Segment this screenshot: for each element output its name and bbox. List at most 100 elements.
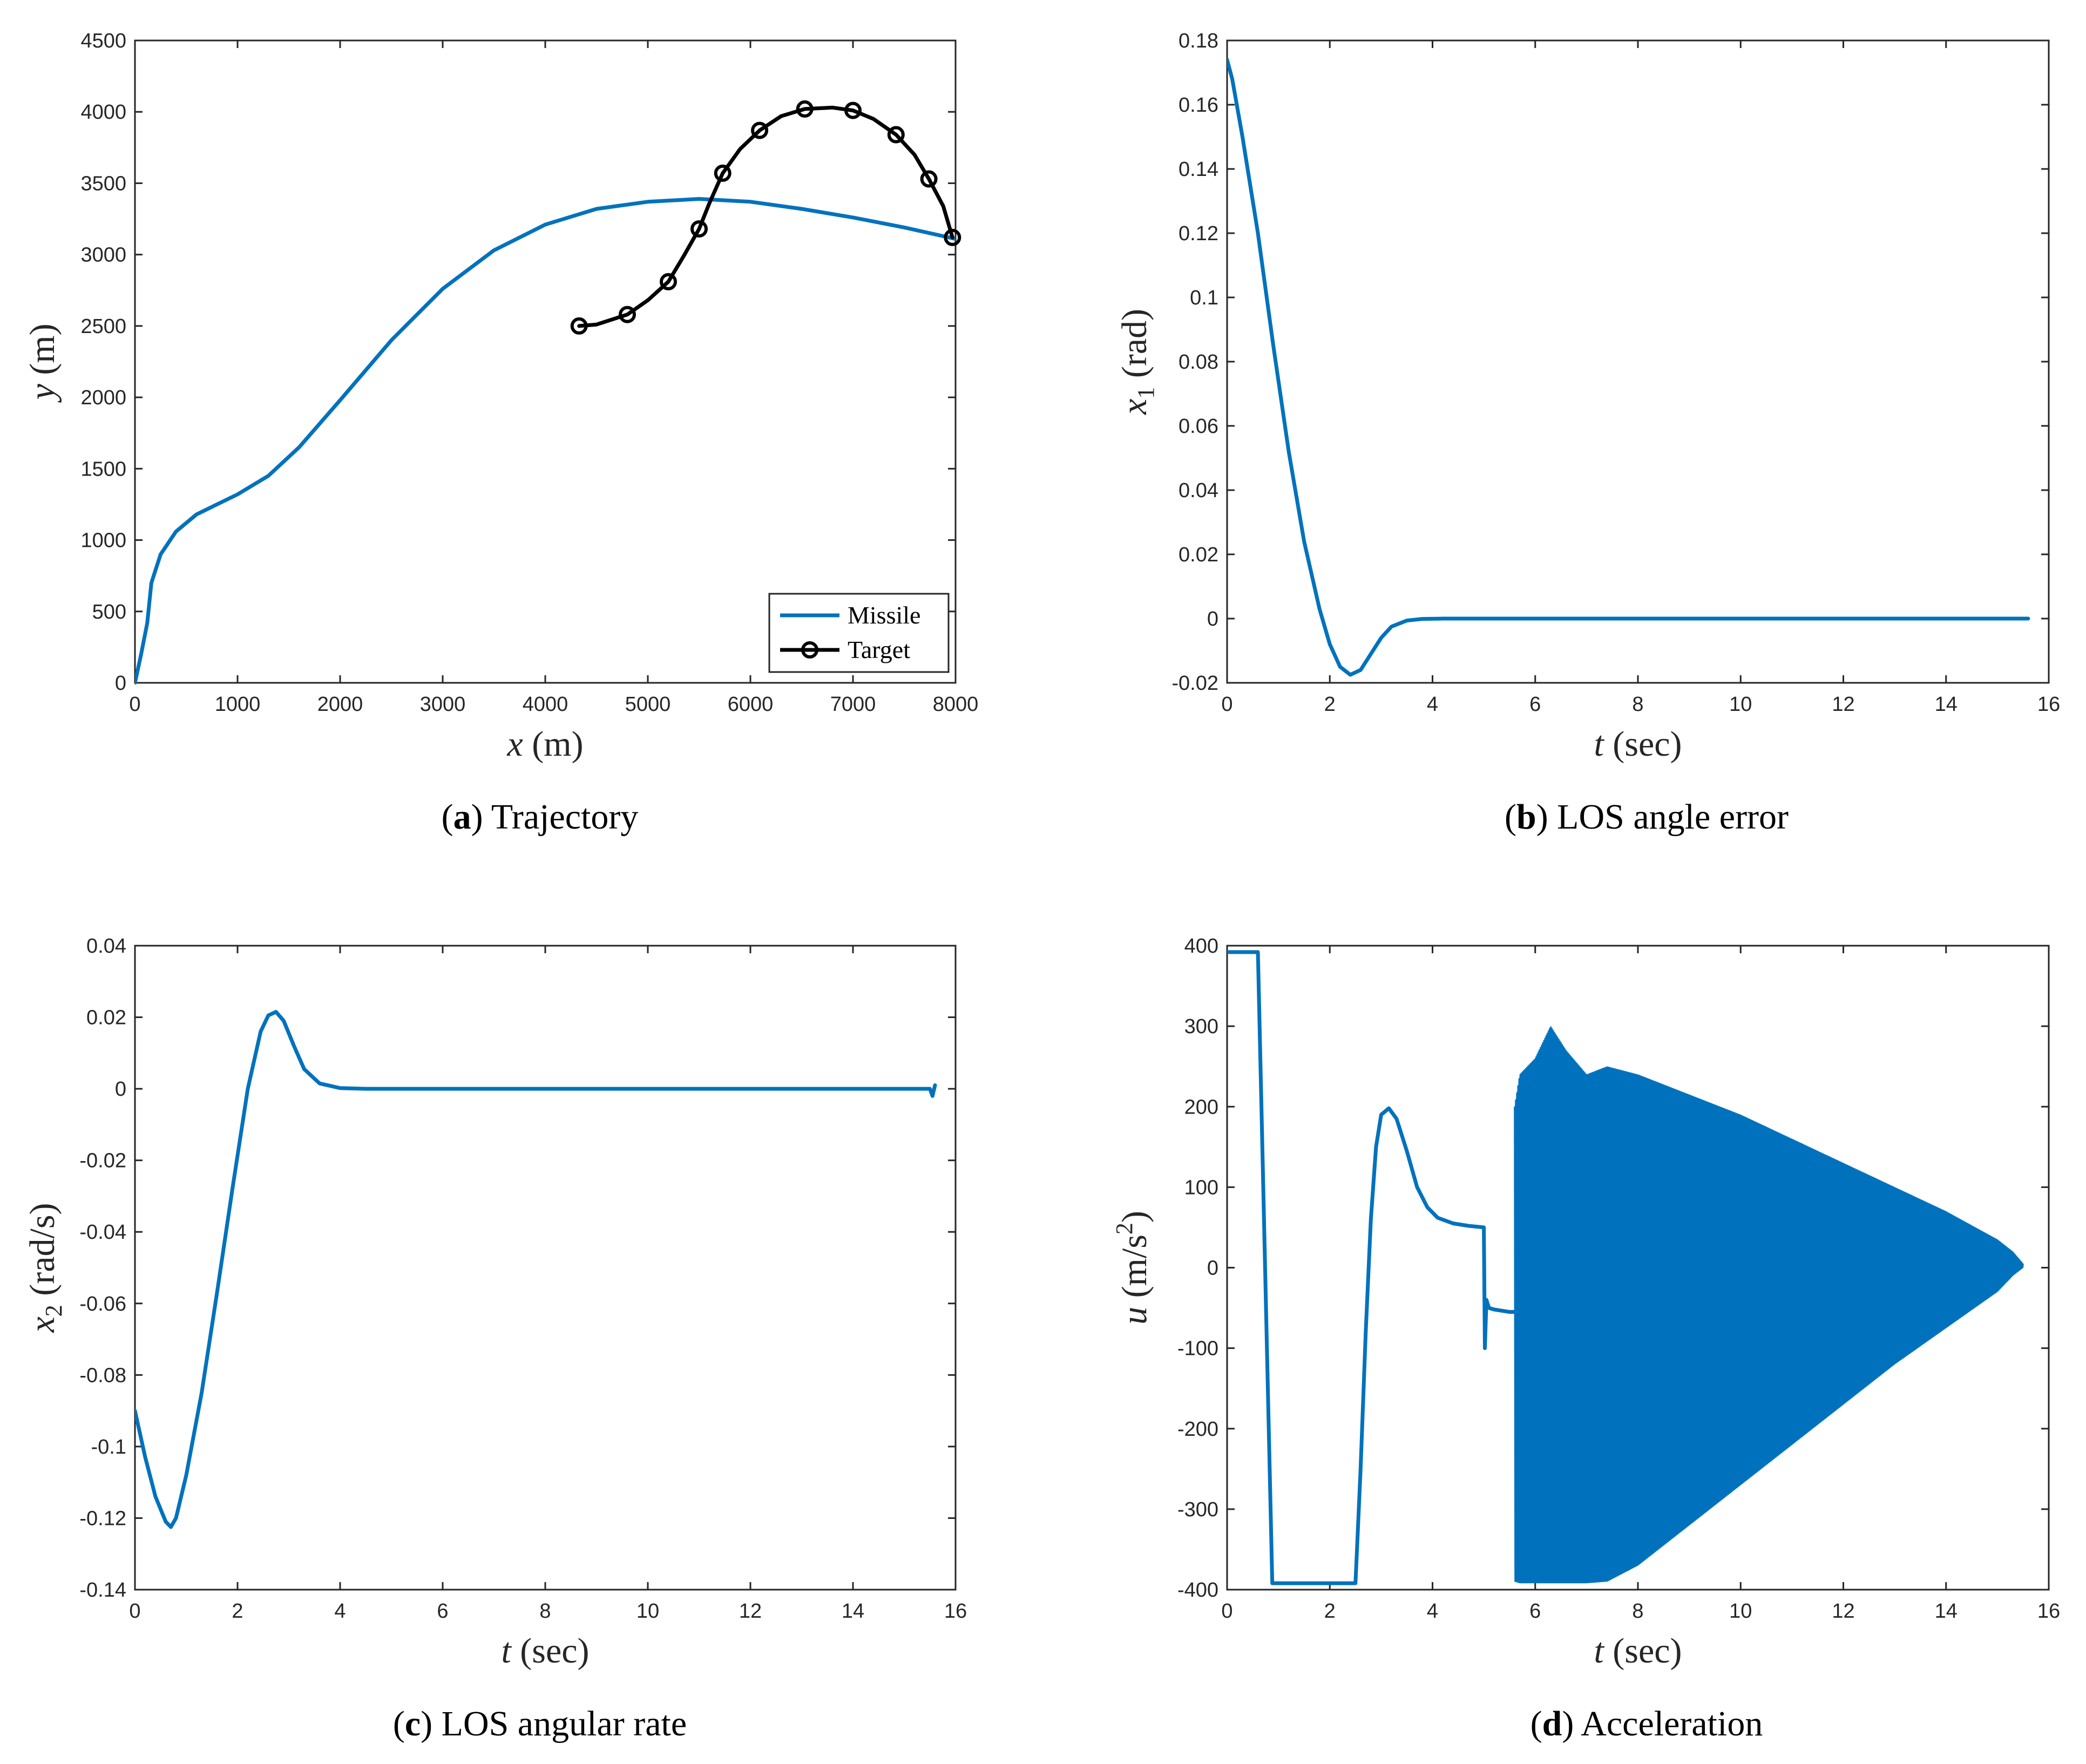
y-tick-label: -300 [1177, 1498, 1218, 1521]
x-tick-label: 16 [944, 1600, 967, 1623]
x-tick-label: 2 [1324, 1600, 1336, 1623]
caption-paren: ) [1562, 1704, 1581, 1743]
x-tick-label: 8 [1632, 1600, 1643, 1623]
y-tick-label: 0.18 [1179, 30, 1218, 52]
x-tick-label: 10 [636, 1600, 659, 1623]
x-tick-label: 6 [1529, 693, 1541, 716]
caption-letter: b [1516, 797, 1536, 837]
y-tick-label: -100 [1177, 1338, 1218, 1360]
x-tick-label: 6 [1529, 1600, 1541, 1623]
x-tick-label: 2 [1324, 693, 1336, 716]
legend-label-target: Target [848, 636, 910, 663]
x-axis-label: t (sec) [501, 1631, 589, 1671]
y-axis-variable: y [23, 384, 62, 403]
x-tick-label: 0 [129, 693, 140, 716]
series-line-x2 [135, 1010, 937, 1529]
y-tick-label: -200 [1177, 1418, 1218, 1441]
caption-letter: c [405, 1704, 421, 1743]
target-marker [751, 121, 769, 139]
caption-paren: ( [1530, 1704, 1542, 1743]
y-axis-close-paren: ) [1115, 1211, 1154, 1223]
y-axis-subscript: 1 [1133, 387, 1159, 399]
x-tick-label: 4 [1427, 1600, 1438, 1623]
series-line-target [577, 105, 954, 328]
x-tick-label: 16 [2037, 693, 2060, 716]
x-tick-label: 16 [2037, 1600, 2060, 1623]
y-tick-label: 0 [115, 672, 126, 695]
x-axis-unit: (sec) [1604, 1631, 1682, 1671]
x-axis-unit: (sec) [1604, 724, 1682, 764]
target-marker [920, 170, 938, 188]
y-axis-label: u (m/s2) [1111, 1211, 1154, 1325]
y-tick-label: 3500 [80, 172, 126, 195]
y-tick-label: -0.1 [91, 1436, 126, 1458]
x-axis-label: t (sec) [1594, 724, 1682, 764]
series-line-x1 [1227, 58, 2030, 677]
target-marker [844, 101, 862, 119]
target-marker [690, 220, 708, 238]
x-axis-label: t (sec) [1594, 1631, 1682, 1671]
target-marker [796, 100, 814, 118]
y-tick-label: 500 [92, 601, 126, 623]
series-line-missile [135, 197, 956, 685]
panel-caption: (b) LOS angle error [1505, 797, 1789, 837]
y-tick-label: -0.02 [1171, 672, 1218, 695]
plot-area [1226, 39, 2050, 684]
plot-area [134, 39, 957, 684]
caption-paren: ) [471, 797, 491, 837]
panel-los-angle-error: 0 2 4 6 8 10 12 14 16-0.0200.020.040.060.080.10.… [1115, 30, 2060, 837]
y-tick-label: 0.04 [1179, 479, 1218, 502]
y-tick-label: 0.1 [1190, 287, 1218, 309]
y-tick-label: 2000 [80, 386, 126, 409]
series-envelope [1514, 1026, 2023, 1584]
y-tick-label: 2500 [80, 315, 126, 338]
x-axis-variable: x [506, 724, 523, 764]
panel-caption: (c) LOS angular rate [393, 1704, 687, 1743]
x-tick-label: 4 [334, 1600, 346, 1623]
y-tick-label: -0.12 [79, 1507, 126, 1530]
y-tick-label: 0.14 [1179, 158, 1218, 181]
x-tick-label: 0 [1221, 1600, 1232, 1623]
x-tick-label: 6 [437, 1600, 448, 1623]
y-axis-label: x1 (rad) [1115, 309, 1159, 415]
legend [768, 593, 950, 673]
y-axis-variable: x [1115, 399, 1154, 415]
x-tick-label: 2000 [317, 693, 363, 716]
x-tick-label: 3000 [420, 693, 466, 716]
y-axis-label: x2 (rad/s) [23, 1203, 67, 1333]
y-tick-label: -400 [1177, 1579, 1218, 1602]
y-tick-label: 400 [1184, 935, 1218, 958]
y-tick-label: 0 [1207, 1257, 1218, 1280]
y-tick-label: -0.14 [79, 1579, 126, 1602]
caption-paren: ) [421, 1704, 441, 1743]
x-tick-label: 2 [232, 1600, 243, 1623]
y-tick-label: 200 [1184, 1096, 1218, 1118]
x-axis-variable: t [501, 1631, 512, 1671]
caption-letter: d [1542, 1704, 1562, 1743]
panel-caption: (a) Trajectory [442, 797, 639, 837]
target-marker [887, 126, 905, 144]
x-tick-label: 10 [1729, 1600, 1752, 1623]
y-tick-label: 0.16 [1179, 94, 1218, 117]
caption-letter: a [453, 797, 471, 837]
target-marker [619, 306, 636, 323]
panel-trajectory: 0 1000 2000 3000 4000 5000 6000 7000 8000 0 500 100… [23, 30, 978, 837]
x-tick-label: 4 [1427, 693, 1438, 716]
y-tick-label: 0.12 [1179, 222, 1218, 245]
y-tick-label: 1000 [80, 530, 126, 552]
x-tick-label: 14 [1935, 1600, 1958, 1623]
y-tick-label: -0.04 [79, 1221, 126, 1244]
x-axis-unit: (sec) [511, 1631, 590, 1671]
y-tick-label: 0.04 [86, 935, 126, 958]
caption-text: LOS angular rate [442, 1704, 687, 1743]
x-tick-label: 8 [1632, 693, 1643, 716]
x-tick-label: 14 [842, 1600, 864, 1623]
plot-area [134, 945, 957, 1591]
y-axis-unit: (rad/s) [23, 1203, 62, 1305]
y-axis-label: y (m) [23, 323, 62, 403]
x-tick-label: 4000 [523, 693, 568, 716]
caption-paren: ( [442, 797, 453, 837]
x-axis-variable: t [1594, 1631, 1604, 1671]
x-tick-label: 0 [1221, 693, 1232, 716]
caption-text: LOS angle error [1557, 797, 1789, 837]
